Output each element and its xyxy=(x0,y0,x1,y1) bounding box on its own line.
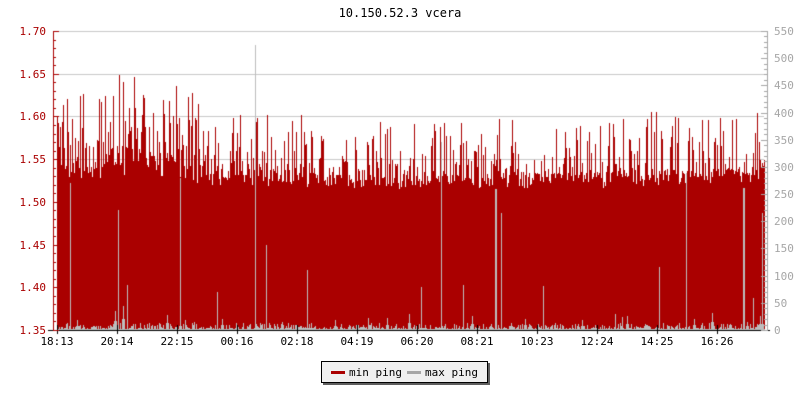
legend-swatch-max-ping xyxy=(406,370,421,374)
right-axis-tick-label: 400 xyxy=(774,106,794,120)
legend-item: max ping xyxy=(406,365,478,379)
left-axis-tick-label: 1.55 xyxy=(19,153,47,167)
x-axis-tick-label: 06:20 xyxy=(400,335,434,348)
left-axis-tick-label: 1.60 xyxy=(19,110,47,124)
x-axis-tick-label: 14:25 xyxy=(640,335,674,348)
right-axis-tick-label: 250 xyxy=(774,188,794,202)
right-axis-tick-label: 350 xyxy=(774,133,794,147)
left-axis-tick-label: 1.45 xyxy=(19,238,47,252)
x-axis-tick-label: 12:24 xyxy=(580,335,614,348)
x-axis-tick-label: 22:15 xyxy=(160,335,194,348)
right-axis-tick-label: 0 xyxy=(774,324,781,337)
x-axis-tick-label: 10:23 xyxy=(520,335,554,348)
right-axis-tick-label: 300 xyxy=(774,160,794,174)
left-axis-tick-label: 1.35 xyxy=(19,324,47,337)
right-axis-tick-label: 500 xyxy=(774,52,794,66)
right-axis-tick-label: 550 xyxy=(774,25,794,38)
left-axis-tick-label: 1.70 xyxy=(19,25,47,38)
x-axis-tick-label: 18:13 xyxy=(40,335,74,348)
legend-item: min ping xyxy=(331,366,402,379)
legend-label: max ping xyxy=(424,365,478,379)
legend-swatch-min-ping xyxy=(331,370,345,374)
right-axis-tick-label: 150 xyxy=(774,242,794,256)
x-axis-tick-label: 02:18 xyxy=(280,335,314,348)
right-axis-tick-label: 50 xyxy=(774,296,788,310)
right-axis-tick-label: 100 xyxy=(774,269,794,283)
x-axis-tick-label: 08:21 xyxy=(460,335,494,348)
x-axis-tick-label: 04:19 xyxy=(340,335,374,348)
x-axis-tick-label: 00:16 xyxy=(220,335,254,348)
left-axis-tick-label: 1.65 xyxy=(19,67,47,81)
chart-title: 10.150.52.3 vcera xyxy=(338,6,462,20)
left-axis-tick-label: 1.50 xyxy=(19,195,47,209)
x-axis-tick-label: 16:26 xyxy=(700,335,734,348)
legend-label: min ping xyxy=(349,365,402,379)
x-axis-tick-label: 20:14 xyxy=(100,335,134,348)
left-axis-tick-label: 1.40 xyxy=(19,281,47,295)
legend-box: min ping max ping xyxy=(321,361,488,383)
right-axis-tick-label: 450 xyxy=(774,79,794,93)
right-axis-tick-label: 200 xyxy=(774,215,794,229)
